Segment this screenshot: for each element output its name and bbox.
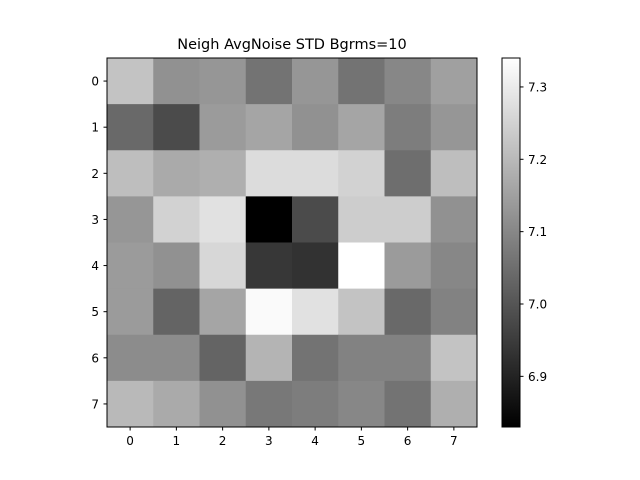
y-tick-label: 7 [91, 397, 99, 411]
heatmap-cell [199, 150, 247, 197]
heatmap-cell [245, 380, 293, 428]
colorbar-tick-label: 7.0 [528, 298, 547, 312]
y-tick-label: 1 [91, 121, 99, 135]
x-tick-label: 6 [404, 434, 412, 448]
heatmap-cell [430, 58, 478, 105]
x-tick-label: 4 [311, 434, 319, 448]
x-tick-label: 5 [358, 434, 366, 448]
heatmap-cell [107, 150, 154, 197]
heatmap-cell [338, 58, 385, 105]
y-tick-label: 0 [91, 75, 99, 89]
heatmap-cell [153, 196, 200, 243]
heatmap-cell [245, 104, 293, 151]
colorbar-tick-label: 7.2 [528, 153, 547, 167]
heatmap-cell [384, 150, 432, 197]
colorbar-gradient [502, 58, 520, 427]
heatmap-cell [338, 334, 385, 382]
heatmap-cell [199, 380, 247, 428]
x-tick-label: 1 [173, 434, 181, 448]
colorbar-frame [501, 57, 521, 428]
heatmap-cell [153, 380, 200, 428]
colorbar-tick-label: 6.9 [528, 370, 547, 384]
heatmap-cell [338, 380, 385, 428]
heatmap-cell [107, 58, 154, 105]
chart-title: Neigh AvgNoise STD Bgrms=10 [177, 37, 406, 53]
colorbar-tick-label: 7.1 [528, 225, 547, 239]
heatmap-cell [199, 196, 247, 243]
heatmap-cell [292, 150, 339, 197]
colorbar-tick-label: 7.3 [528, 80, 547, 94]
heatmap-cell [430, 288, 478, 336]
heatmap-cell [107, 242, 154, 290]
y-axis: 0 1 2 3 4 5 6 7 [91, 75, 107, 411]
heatmap-cell [384, 380, 432, 428]
heatmap-cell [107, 288, 154, 336]
heatmap-cell [338, 288, 385, 336]
heatmap-cell [430, 380, 478, 428]
heatmap-cell [384, 104, 432, 151]
heatmap-cell [384, 58, 432, 105]
heatmap-cell [199, 58, 247, 105]
heatmap-cell [245, 196, 293, 243]
x-tick-label: 3 [265, 434, 273, 448]
heatmap-cell [430, 196, 478, 243]
heatmap-cell [245, 242, 293, 290]
heatmap-cell [107, 104, 154, 151]
heatmap-cell [199, 104, 247, 151]
y-tick-label: 2 [91, 167, 99, 181]
heatmap-cell [153, 334, 200, 382]
heatmap-cell [384, 334, 432, 382]
x-tick-label: 0 [126, 434, 134, 448]
heatmap-cell [199, 242, 247, 290]
colorbar-ticks: 6.9 7.0 7.1 7.2 7.3 [520, 80, 547, 384]
heatmap-cell [292, 334, 339, 382]
heatmap-cell [384, 242, 432, 290]
heatmap-cell [384, 288, 432, 336]
y-tick-label: 3 [91, 213, 99, 227]
heatmap-cell [430, 242, 478, 290]
heatmap-cell [153, 150, 200, 197]
heatmap-cell [153, 58, 200, 105]
heatmap-cell [153, 288, 200, 336]
heatmap-cell [338, 196, 385, 243]
heatmap-cell [153, 242, 200, 290]
heatmap-cell [430, 150, 478, 197]
heatmap-cell [153, 104, 200, 151]
heatmap-cell [199, 334, 247, 382]
heatmap-cell [292, 380, 339, 428]
heatmap-cell [292, 196, 339, 243]
heatmap-cell [430, 104, 478, 151]
heatmap-cell [199, 288, 247, 336]
x-tick-label: 2 [219, 434, 227, 448]
heatmap-cell [384, 196, 432, 243]
plot-frame [106, 57, 478, 428]
heatmap-cell [338, 242, 385, 290]
heatmap-cell [107, 380, 154, 428]
heatmap-cells [107, 58, 478, 428]
x-tick-label: 7 [450, 434, 458, 448]
y-tick-label: 4 [91, 259, 99, 273]
colorbar: 6.9 7.0 7.1 7.2 7.3 [501, 57, 547, 428]
heatmap-cell [107, 334, 154, 382]
heatmap-cell [245, 150, 293, 197]
heatmap-cell [338, 150, 385, 197]
heatmap-cell [245, 334, 293, 382]
heatmap-cell [292, 242, 339, 290]
heatmap-cell [292, 288, 339, 336]
heatmap-cell [338, 104, 385, 151]
heatmap-cell [107, 196, 154, 243]
heatmap-cell [245, 288, 293, 336]
y-tick-label: 5 [91, 305, 99, 319]
heatmap-cell [245, 58, 293, 105]
heatmap-cell [430, 334, 478, 382]
heatmap-cell [292, 58, 339, 105]
heatmap-cell [292, 104, 339, 151]
y-tick-label: 6 [91, 351, 99, 365]
x-axis: 0 1 2 3 4 5 6 7 [126, 427, 458, 448]
